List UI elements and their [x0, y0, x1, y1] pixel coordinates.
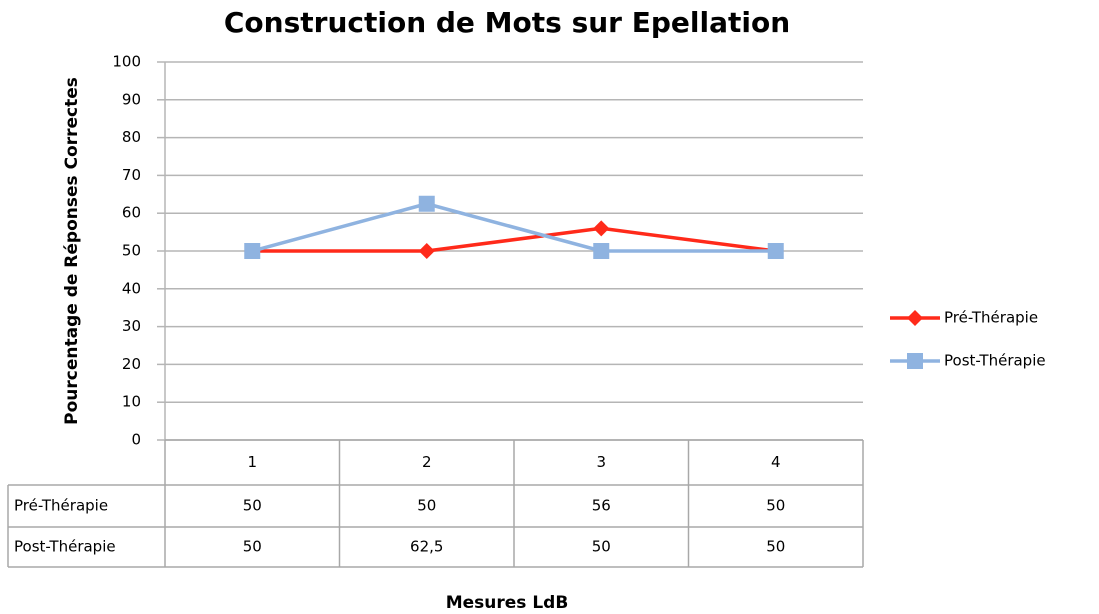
- data-point: [767, 243, 784, 259]
- y-tick-label: 50: [122, 242, 141, 260]
- table-value: 50: [766, 538, 785, 556]
- table-value: 50: [766, 497, 785, 515]
- table-value: 56: [592, 497, 611, 515]
- legend-label: Post-Thérapie: [944, 352, 1046, 370]
- y-tick-label: 100: [112, 53, 141, 71]
- table-value: 50: [592, 538, 611, 556]
- legend-label: Pré-Thérapie: [944, 309, 1038, 327]
- y-tick-label: 80: [122, 128, 141, 146]
- chart-title: Construction de Mots sur Epellation: [224, 6, 790, 39]
- table-value: 50: [243, 538, 262, 556]
- table-series-name: Pré-Thérapie: [14, 497, 108, 515]
- y-tick-label: 10: [122, 393, 141, 411]
- data-point: [418, 243, 435, 259]
- y-axis-title: Pourcentage de Réponses Correctes: [62, 77, 82, 425]
- x-tick-label: 2: [422, 453, 432, 471]
- data-point: [418, 195, 435, 212]
- data-point: [593, 220, 610, 237]
- y-tick-label: 30: [122, 317, 141, 335]
- series-line: [252, 226, 776, 253]
- x-tick-label: 3: [596, 453, 606, 471]
- table-value: 50: [243, 497, 262, 515]
- y-tick-label: 90: [122, 90, 141, 108]
- x-axis-title: Mesures LdB: [446, 593, 569, 613]
- data-point: [593, 243, 610, 259]
- x-tick-label: 4: [771, 453, 781, 471]
- table-series-name: Post-Thérapie: [14, 538, 116, 556]
- data-point: [244, 243, 261, 259]
- y-tick-label: 40: [122, 279, 141, 297]
- legend-marker: [907, 310, 923, 326]
- y-tick-label: 70: [122, 166, 141, 184]
- y-tick-label: 20: [122, 355, 141, 373]
- y-tick-label: 60: [122, 204, 141, 222]
- x-tick-label: 1: [247, 453, 257, 471]
- table-value: 50: [417, 497, 436, 515]
- y-tick-label: 0: [131, 431, 141, 449]
- series-line: [251, 201, 776, 253]
- table-value: 62,5: [410, 538, 443, 556]
- legend-marker: [907, 353, 923, 369]
